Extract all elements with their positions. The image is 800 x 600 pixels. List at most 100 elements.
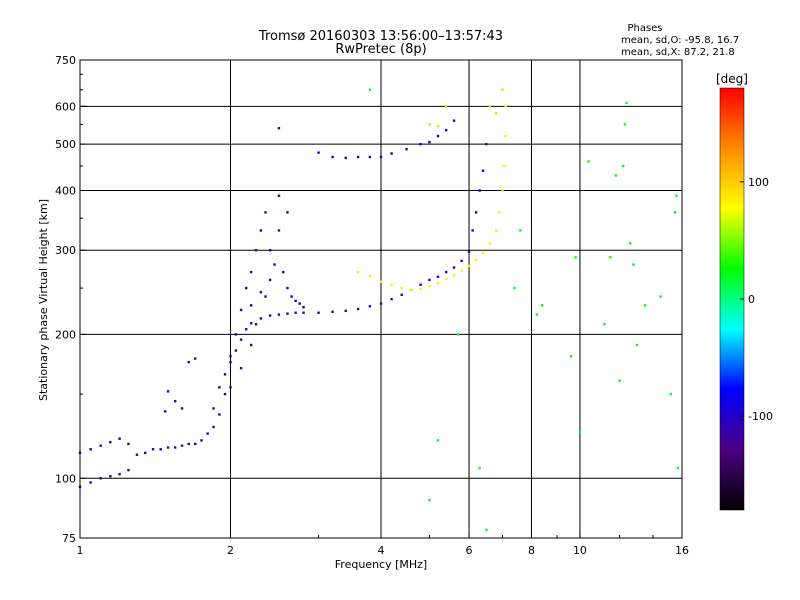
colorbar-ticks: 100 0 -100 (740, 176, 773, 423)
data-point (277, 126, 281, 130)
data-point (436, 281, 440, 285)
x-tick-label: 16 (675, 544, 689, 557)
data-point (460, 269, 463, 272)
chart-subtitle: RwPretec (8p) (335, 42, 426, 57)
data-point (621, 164, 625, 168)
data-point (187, 442, 190, 446)
data-point (467, 250, 471, 253)
data-point (485, 142, 488, 146)
phase-mean-o: mean, sd,O: -95.8, 16.7 (621, 35, 739, 46)
data-point (194, 357, 197, 360)
data-point (194, 442, 197, 446)
data-point (428, 140, 431, 144)
data-point (623, 123, 627, 126)
data-point (501, 189, 504, 192)
y-axis-ticks: 75 100 200 300 400 500 600 750 (55, 54, 86, 545)
data-point (400, 286, 403, 290)
data-point (268, 314, 272, 317)
data-point (471, 229, 474, 232)
data-point (368, 155, 372, 159)
y-tick-label: 100 (55, 472, 76, 485)
data-point (264, 295, 267, 298)
data-point (89, 481, 92, 484)
data-point (436, 134, 440, 138)
data-point (268, 249, 272, 252)
data-point (290, 295, 293, 298)
data-point (574, 256, 577, 259)
data-point (452, 119, 456, 122)
data-point (368, 88, 372, 91)
data-point (331, 155, 334, 159)
data-point (614, 174, 618, 177)
data-point (143, 451, 147, 455)
data-point (419, 283, 422, 286)
data-point (239, 338, 243, 341)
data-point (625, 101, 628, 105)
data-point (212, 425, 215, 429)
data-point (379, 155, 383, 159)
data-point (259, 229, 263, 232)
data-point (428, 123, 431, 126)
data-point (390, 152, 393, 155)
data-point (239, 308, 243, 312)
x-tick-label: 10 (573, 544, 587, 557)
data-point (245, 286, 248, 290)
data-point (99, 477, 102, 480)
data-point (428, 285, 431, 288)
chart-title: Tromsø 20160303 13:56:00–13:57:43 (258, 29, 503, 44)
data-point (488, 242, 491, 245)
data-point (519, 229, 522, 232)
data-point (632, 263, 635, 266)
data-point (118, 437, 121, 440)
data-point (428, 278, 431, 282)
data-point (166, 390, 170, 393)
data-point (456, 333, 460, 336)
data-point (273, 263, 276, 266)
data-point (135, 453, 139, 456)
data-point (218, 413, 221, 416)
data-point (498, 211, 501, 214)
data-point (218, 386, 221, 389)
data-point (173, 446, 177, 449)
data-point (390, 297, 393, 301)
data-point (294, 299, 297, 303)
data-point (109, 440, 112, 444)
data-point (151, 448, 155, 451)
x-tick-label: 1 (77, 544, 84, 557)
data-point (331, 310, 334, 313)
data-point (513, 286, 516, 290)
data-point (200, 439, 203, 442)
data-point (587, 160, 590, 163)
colorbar-tick-label: -100 (748, 410, 773, 423)
y-tick-label: 600 (55, 100, 76, 113)
y-tick-label: 750 (55, 54, 76, 67)
data-point (259, 317, 263, 320)
data-point (485, 528, 488, 532)
data-point (166, 446, 170, 449)
data-point (249, 322, 253, 325)
data-point (410, 288, 413, 291)
data-point (659, 295, 662, 298)
data-point (356, 270, 360, 274)
data-point (277, 229, 281, 232)
data-point (249, 270, 253, 274)
colorbar-tick-label: 100 (748, 176, 769, 189)
data-point (436, 125, 440, 128)
data-point (298, 302, 301, 305)
data-point (481, 169, 485, 172)
data-point (234, 349, 238, 352)
data-point (467, 264, 471, 268)
data-point (212, 407, 215, 410)
data-point (254, 249, 258, 252)
phase-mean-x: mean, sd,X: 87.2, 21.8 (621, 47, 735, 58)
y-tick-label: 200 (55, 328, 76, 341)
data-point (474, 211, 478, 214)
colorbar-tick-label: 0 (748, 293, 755, 306)
data-point (444, 277, 448, 281)
data-point (249, 343, 253, 347)
y-tick-label: 500 (55, 138, 76, 151)
data-point (317, 311, 320, 314)
data-point (282, 270, 285, 274)
data-point (344, 156, 347, 160)
